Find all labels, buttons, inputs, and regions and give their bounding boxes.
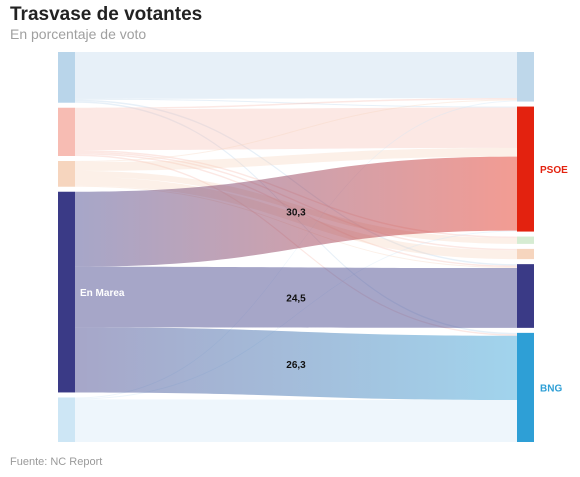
target-node-label: PSOE [540,165,568,176]
flow-s3-t2 [75,147,517,171]
target-node-t1 [517,52,534,102]
flow-value-label: 24,5 [286,294,306,305]
flow-s3-t1 [75,99,517,162]
source-node-label: En Marea [80,288,125,299]
chart-title: Trasvase de votantes [10,4,203,25]
chart-subtitle: En porcentaje de voto [10,26,147,42]
flow-s1-t1 [75,52,517,99]
target-node-t5 [517,264,534,328]
target-node-t6 [517,332,534,442]
target-node-label: BNG [540,383,562,394]
target-node-t2 [517,106,534,232]
flow-s4-t5 [75,266,517,328]
source-node-s2 [58,107,75,156]
flow-s1-t2 [75,98,517,108]
target-node-t3 [517,236,534,244]
source-node-s5 [58,397,75,442]
flow-s4-t2 [75,156,517,267]
flow-value-label: 30,3 [286,207,306,218]
target-node-t4 [517,248,534,260]
flow-s5-t1 [75,100,517,399]
flow-value-label: 26,3 [286,360,306,371]
flow-s2-t1 [75,98,517,110]
sankey-chart: En Marea PSOE BNG 30,3 24,5 26,3 [58,52,568,442]
source-note: Fuente: NC Report [10,456,103,468]
source-node-s4 [58,191,75,393]
source-node-s3 [58,160,75,187]
flow-s4-t6 [75,327,517,401]
source-node-s1 [58,52,75,103]
flow-s5-t6 [75,399,517,442]
flow-s2-t2 [75,107,517,151]
